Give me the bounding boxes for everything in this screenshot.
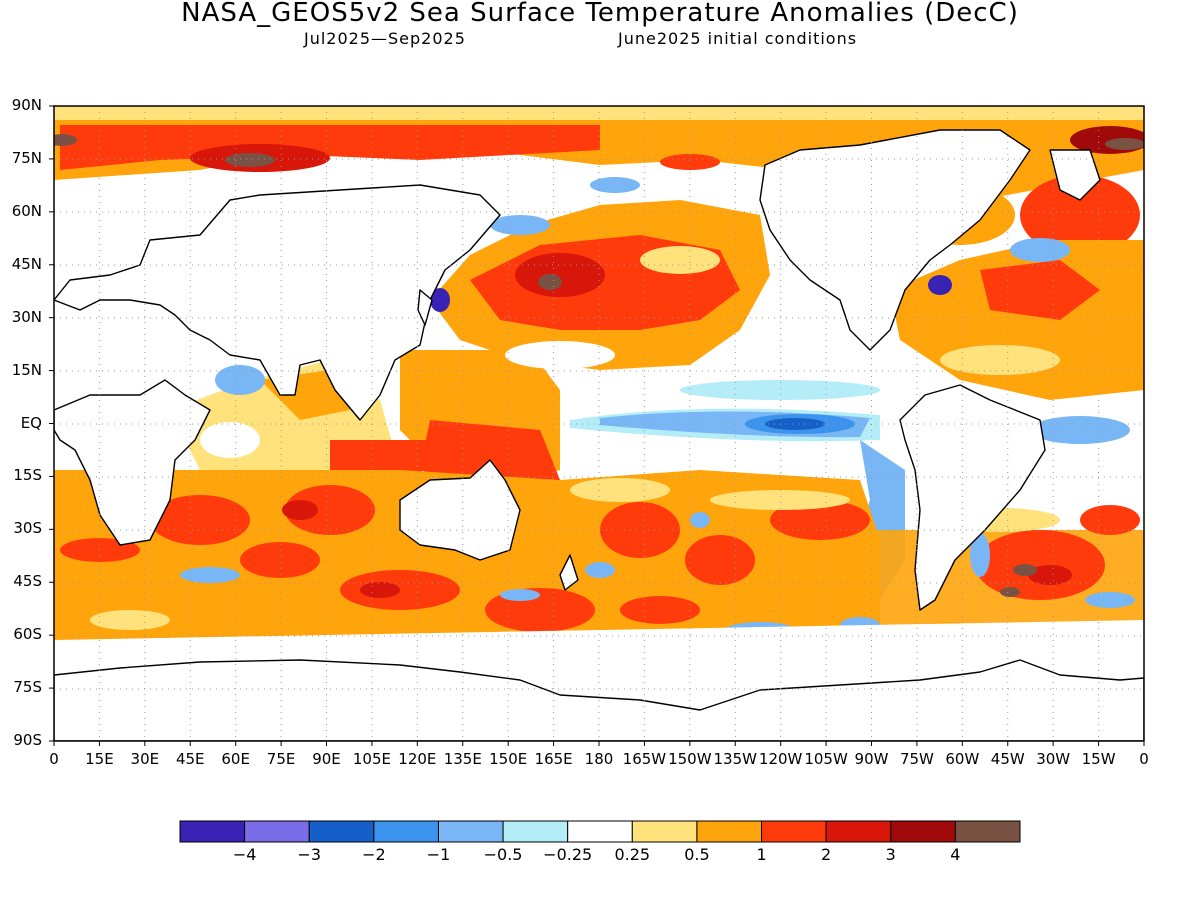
japan-landmass bbox=[417, 289, 433, 326]
colorbar-label: 0.25 bbox=[614, 845, 651, 864]
lon-tick-label: 30W bbox=[1036, 750, 1071, 768]
colorbar-swatch bbox=[244, 820, 310, 843]
colorbar-label: −0.25 bbox=[543, 845, 593, 864]
colorbar bbox=[179, 820, 1021, 843]
lat-tick-label: 45N bbox=[11, 254, 42, 273]
africa-landmass bbox=[54, 379, 211, 546]
new-zealand-landmass bbox=[559, 554, 579, 591]
colorbar-swatch bbox=[631, 820, 698, 843]
lon-tick-label: 165E bbox=[534, 750, 573, 768]
lon-tick-label: 150E bbox=[489, 750, 528, 768]
colorbar-swatch bbox=[567, 820, 633, 843]
colorbar-swatch bbox=[437, 820, 504, 843]
lon-tick-label: 135E bbox=[443, 750, 482, 768]
lat-tick-label: 30N bbox=[11, 307, 42, 326]
lat-tick-label: 60S bbox=[13, 625, 42, 644]
lon-tick-label: 0 bbox=[1139, 750, 1149, 768]
colorbar-label: −4 bbox=[232, 845, 257, 864]
lat-tick-label: 15S bbox=[13, 466, 42, 485]
lon-tick-label: 135W bbox=[713, 750, 757, 768]
lon-tick-label: 105W bbox=[804, 750, 848, 768]
greenland-landmass bbox=[1049, 149, 1101, 201]
lat-tick-label: 15N bbox=[11, 360, 42, 379]
lon-tick-label: 75E bbox=[266, 750, 296, 768]
lon-tick-label: 15W bbox=[1081, 750, 1116, 768]
australia-landmass bbox=[399, 459, 521, 561]
lon-tick-label: 45W bbox=[990, 750, 1025, 768]
lon-tick-label: 105E bbox=[352, 750, 391, 768]
lon-tick-label: 60W bbox=[945, 750, 980, 768]
colorbar-swatch bbox=[179, 820, 246, 843]
colorbar-swatch bbox=[954, 820, 1021, 843]
lon-tick-label: 165W bbox=[622, 750, 667, 768]
colorbar-swatch bbox=[825, 820, 892, 843]
south-america-landmass bbox=[899, 384, 1046, 611]
chart-title: NASA_GEOS5v2 Sea Surface Temperature Ano… bbox=[181, 0, 1019, 28]
colorbar-label: −1 bbox=[426, 845, 451, 864]
colorbar-label: −0.5 bbox=[483, 845, 523, 864]
colorbar-label: 0.5 bbox=[684, 845, 710, 864]
lon-tick-label: 15E bbox=[85, 750, 114, 768]
lon-tick-label: 30E bbox=[130, 750, 160, 768]
colorbar-swatch bbox=[890, 820, 956, 843]
lon-tick-label: 120E bbox=[398, 750, 437, 768]
lon-tick-label: 60E bbox=[221, 750, 250, 768]
colorbar-label: 1 bbox=[756, 845, 767, 864]
colorbar-label: 3 bbox=[885, 845, 896, 864]
lat-tick-label: 60N bbox=[11, 201, 42, 220]
eurasia-landmass bbox=[54, 184, 501, 421]
lat-tick-label: 30S bbox=[13, 519, 42, 538]
lat-tick-label: 90S bbox=[13, 731, 42, 749]
colorbar-swatch bbox=[308, 820, 375, 843]
lat-tick-label: 45S bbox=[13, 572, 42, 591]
colorbar-swatch bbox=[761, 820, 827, 843]
lon-tick-label: 75W bbox=[899, 750, 934, 768]
lat-tick-label: 75S bbox=[13, 678, 42, 697]
lat-tick-label: 90N bbox=[11, 96, 42, 114]
colorbar-label: −3 bbox=[297, 845, 322, 864]
lon-tick-label: 90E bbox=[312, 750, 341, 768]
chart-subtitle-period: Jul2025—Sep2025 bbox=[304, 29, 466, 48]
lon-tick-label: 90W bbox=[854, 750, 889, 768]
chart-subtitle-init: June2025 initial conditions bbox=[618, 29, 858, 48]
colorbar-swatch bbox=[696, 820, 763, 843]
colorbar-swatch bbox=[502, 820, 569, 843]
lat-tick-label: EQ bbox=[20, 413, 42, 432]
lat-tick-label: 75N bbox=[11, 148, 42, 167]
colorbar-label: 4 bbox=[950, 845, 961, 864]
colorbar-label: −2 bbox=[362, 845, 386, 864]
colorbar-label: 2 bbox=[821, 845, 832, 864]
lon-tick-label: 0 bbox=[49, 750, 59, 768]
colorbar-swatch bbox=[373, 820, 439, 843]
lon-tick-label: 120W bbox=[758, 750, 803, 768]
lon-tick-label: 180 bbox=[584, 750, 614, 768]
lon-tick-label: 150W bbox=[668, 750, 712, 768]
lon-tick-label: 45E bbox=[175, 750, 205, 768]
